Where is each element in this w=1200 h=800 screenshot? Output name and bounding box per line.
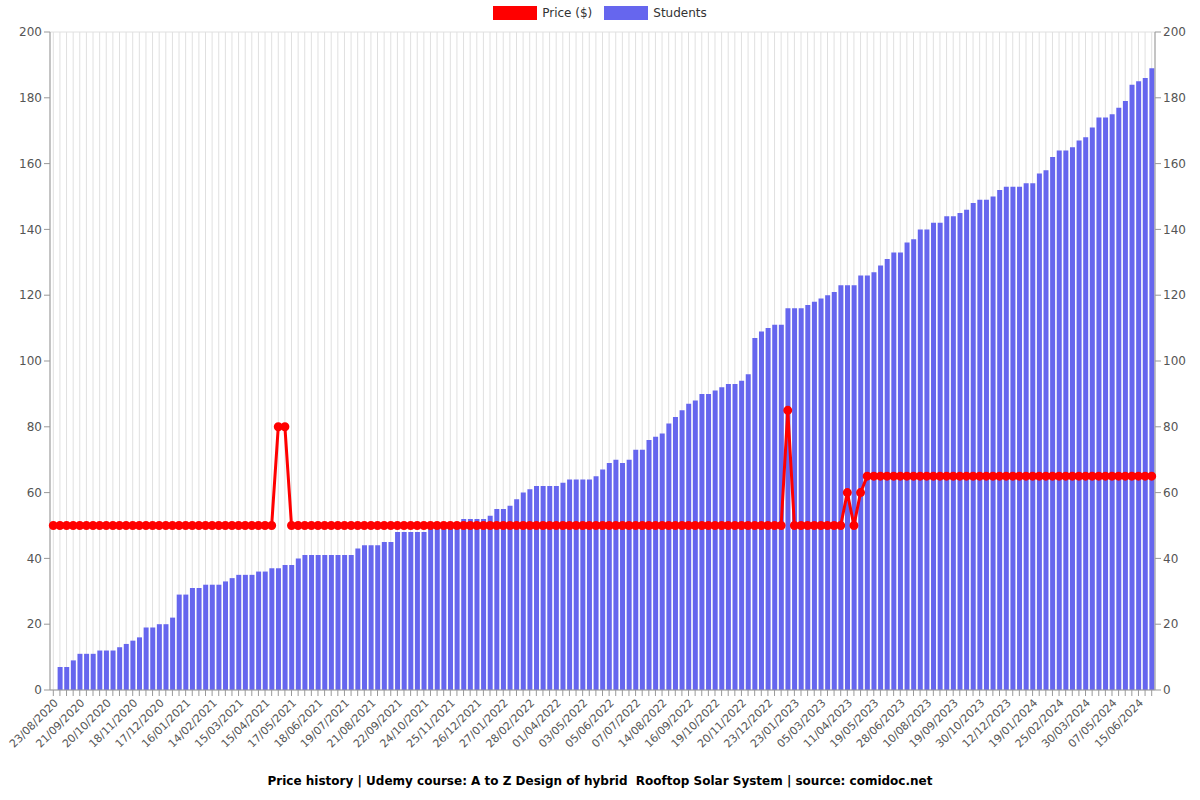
svg-text:16/01/2021: 16/01/2021 [139,696,194,751]
svg-text:0: 0 [34,683,42,697]
svg-text:17/05/2021: 17/05/2021 [245,696,300,751]
svg-text:27/01/2022: 27/01/2022 [456,696,511,751]
svg-text:22/09/2021: 22/09/2021 [351,696,405,751]
svg-text:18/06/2021: 18/06/2021 [271,696,326,751]
svg-text:160: 160 [19,157,42,171]
svg-text:140: 140 [1163,223,1186,237]
svg-text:23/12/2022: 23/12/2022 [721,696,776,751]
svg-text:25/11/2021: 25/11/2021 [403,696,458,751]
svg-text:19/05/2023: 19/05/2023 [827,696,882,751]
svg-text:180: 180 [19,91,42,105]
svg-text:19/09/2023: 19/09/2023 [906,696,961,751]
svg-text:21/09/2020: 21/09/2020 [33,696,88,751]
svg-text:26/12/2021: 26/12/2021 [430,696,485,751]
svg-text:40: 40 [1163,552,1178,566]
svg-text:07/07/2022: 07/07/2022 [589,696,644,751]
svg-text:19/01/2024: 19/01/2024 [986,696,1041,751]
svg-text:100: 100 [1163,354,1186,368]
svg-text:24/10/2021: 24/10/2021 [377,696,432,751]
svg-text:18/11/2020: 18/11/2020 [86,696,141,751]
svg-text:30/03/2024: 30/03/2024 [1039,696,1094,751]
html-text:Price history | Udemy course:: Price history | Udemy course: A to Z Des… [267,774,933,788]
svg-text:19/07/2021: 19/07/2021 [298,696,353,751]
svg-text:120: 120 [1163,288,1186,302]
svg-text:03/05/2022: 03/05/2022 [536,696,591,751]
svg-text:140: 140 [19,223,42,237]
svg-text:12/12/2023: 12/12/2023 [959,696,1014,751]
svg-text:28/06/2023: 28/06/2023 [853,696,908,751]
svg-text:05/03/2023: 05/03/2023 [774,696,829,751]
html-text:Price ($): Price ($) [542,6,593,20]
svg-text:160: 160 [1163,157,1186,171]
svg-text:20: 20 [1163,617,1178,631]
svg-text:15/06/2024: 15/06/2024 [1092,696,1146,750]
svg-text:16/09/2022: 16/09/2022 [642,696,697,751]
svg-text:200: 200 [1163,25,1186,39]
svg-text:11/04/2023: 11/04/2023 [800,696,855,751]
svg-text:17/12/2020: 17/12/2020 [112,696,167,751]
svg-text:30/10/2023: 30/10/2023 [933,696,988,751]
svg-text:100: 100 [19,354,42,368]
svg-text:15/03/2021: 15/03/2021 [192,696,247,751]
svg-text:0: 0 [1163,683,1171,697]
svg-text:80: 80 [27,420,42,434]
svg-text:180: 180 [1163,91,1186,105]
svg-text:200: 200 [19,25,42,39]
svg-text:28/02/2022: 28/02/2022 [483,696,538,751]
svg-text:120: 120 [19,288,42,302]
svg-text:05/06/2022: 05/06/2022 [562,696,617,751]
svg-text:60: 60 [27,486,42,500]
svg-text:60: 60 [1163,486,1178,500]
svg-text:07/05/2024: 07/05/2024 [1065,696,1120,751]
svg-text:80: 80 [1163,420,1178,434]
svg-text:20/10/2020: 20/10/2020 [59,696,114,751]
svg-text:14/02/2021: 14/02/2021 [165,696,220,751]
svg-text:21/08/2021: 21/08/2021 [324,696,379,751]
svg-text:40: 40 [27,552,42,566]
svg-text:23/01/2023: 23/01/2023 [748,696,802,751]
svg-text:25/02/2024: 25/02/2024 [1012,696,1067,751]
svg-text:20/11/2022: 20/11/2022 [695,696,750,751]
svg-text:01/04/2022: 01/04/2022 [509,696,564,751]
svg-text:20: 20 [27,617,42,631]
html-text:Students: Students [653,6,707,20]
svg-text:19/10/2022: 19/10/2022 [668,696,723,751]
svg-text:14/08/2022: 14/08/2022 [615,696,670,751]
svg-text:15/04/2021: 15/04/2021 [218,696,273,751]
svg-text:10/08/2023: 10/08/2023 [880,696,935,751]
